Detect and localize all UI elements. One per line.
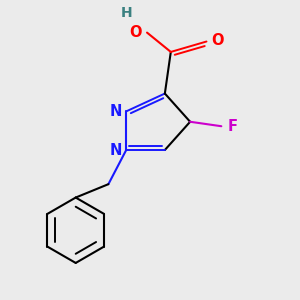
- Text: N: N: [110, 104, 122, 119]
- Text: N: N: [110, 142, 122, 158]
- Text: O: O: [212, 32, 224, 47]
- Text: O: O: [130, 25, 142, 40]
- Text: H: H: [120, 6, 132, 20]
- Text: F: F: [228, 119, 238, 134]
